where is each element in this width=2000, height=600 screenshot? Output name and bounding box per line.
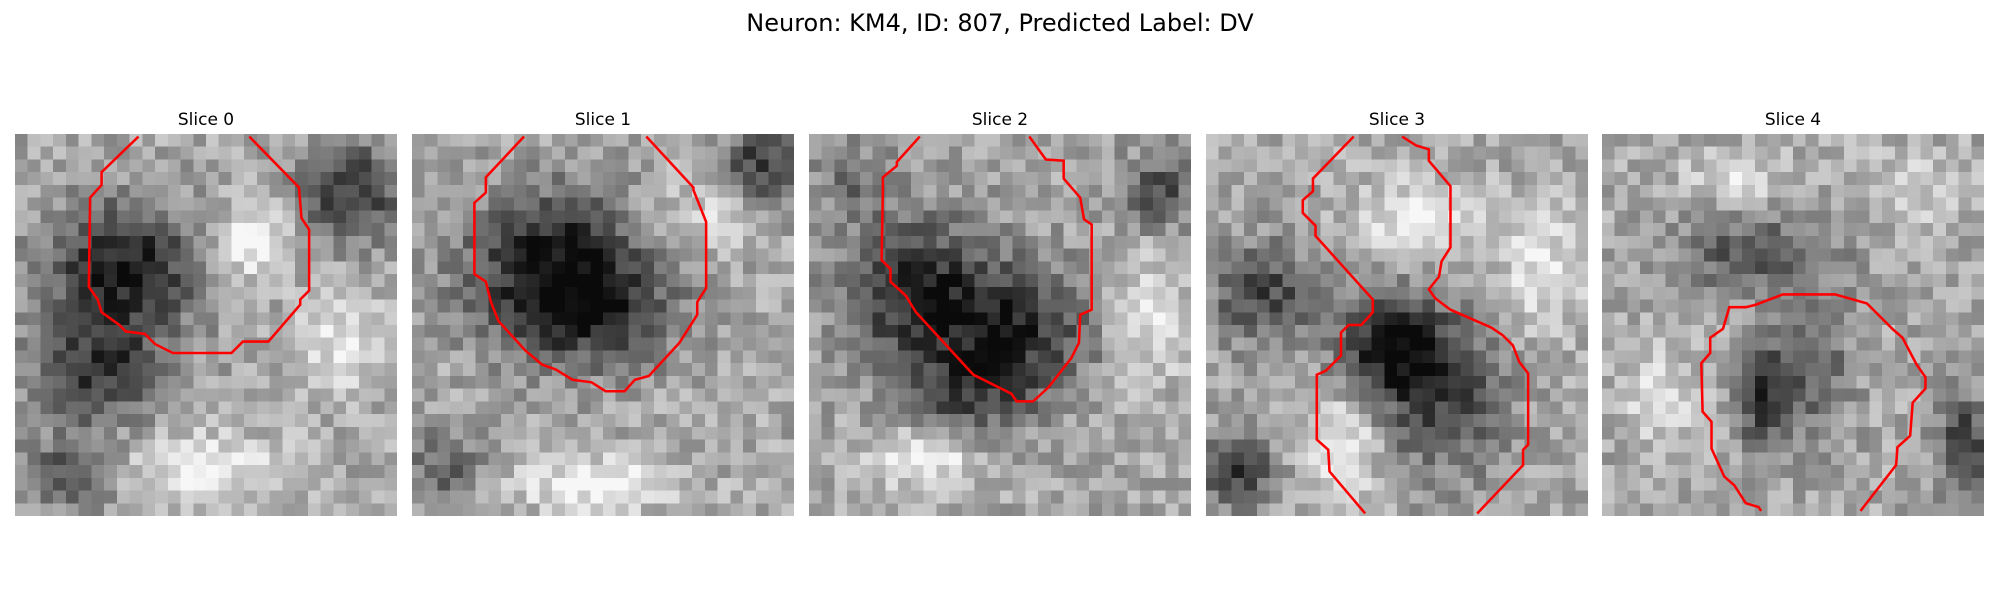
grayscale-pixels-0 [15, 134, 397, 516]
grayscale-pixels-4 [1602, 134, 1984, 516]
grayscale-pixels-3 [1206, 134, 1588, 516]
segmentation-contour-1 [473, 135, 708, 393]
slice-image-0 [15, 134, 397, 516]
segmentation-contour-0 [87, 135, 311, 355]
segmentation-contour-3 [1301, 135, 1530, 515]
slice-title-4: Slice 4 [1764, 110, 1822, 130]
grayscale-pixels-1 [412, 134, 794, 516]
grayscale-pixels-2 [809, 134, 1191, 516]
figure-title: Neuron: KM4, ID: 807, Predicted Label: D… [746, 9, 1254, 37]
slice-image-1 [412, 134, 794, 516]
segmentation-contour-2 [880, 135, 1093, 403]
slice-image-2 [809, 134, 1191, 516]
slice-title-0: Slice 0 [177, 110, 235, 130]
slice-title-2: Slice 2 [971, 110, 1029, 130]
slice-title-3: Slice 3 [1368, 110, 1426, 130]
slice-image-4 [1602, 134, 1984, 516]
segmentation-contour-4 [1700, 293, 1927, 512]
slice-title-1: Slice 1 [574, 110, 632, 130]
slice-image-3 [1206, 134, 1588, 516]
